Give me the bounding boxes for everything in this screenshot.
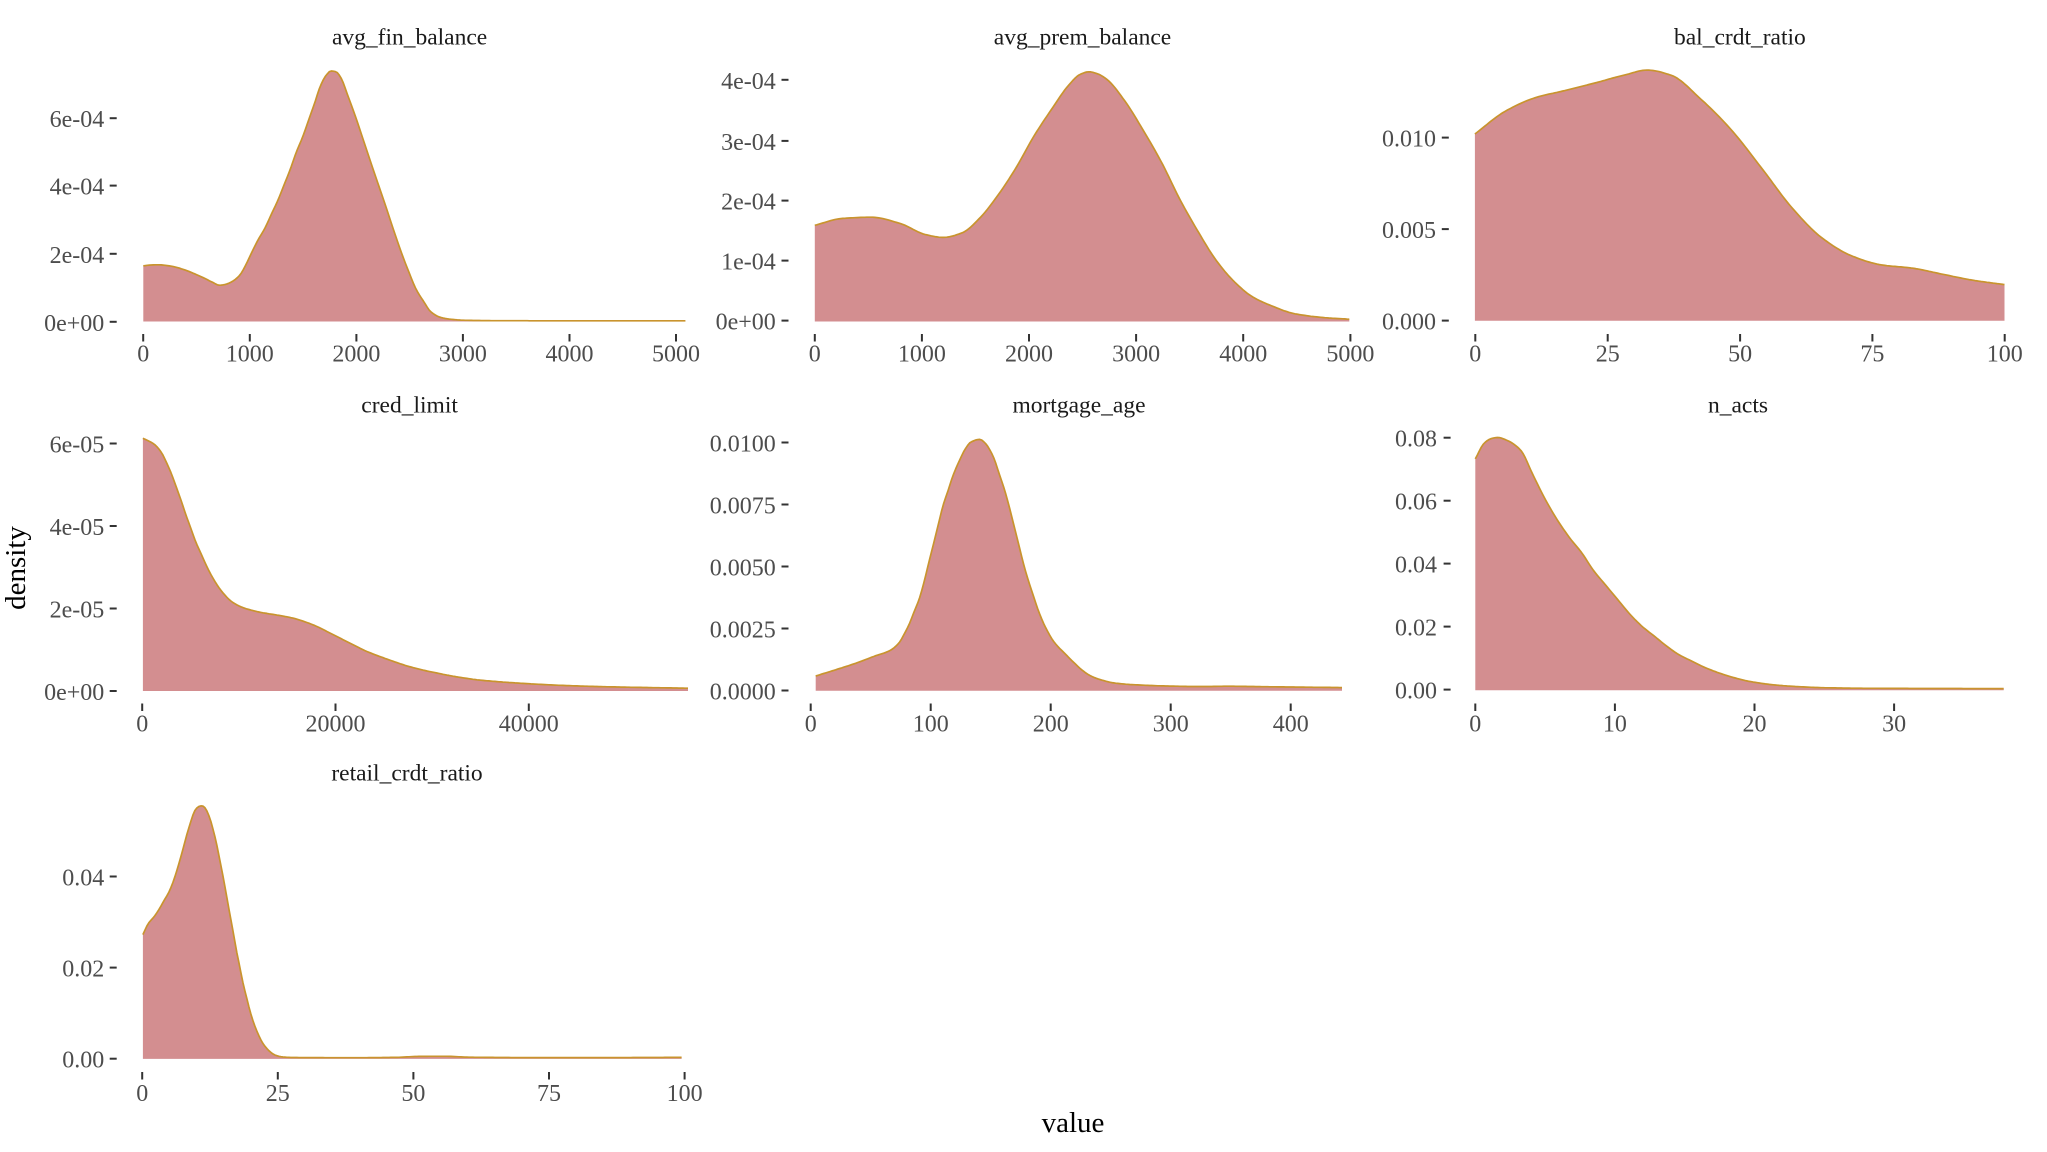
svg-text:2e-05: 2e-05 (50, 598, 105, 624)
svg-text:300: 300 (1153, 712, 1189, 738)
svg-text:0: 0 (136, 1081, 148, 1107)
svg-text:100: 100 (1987, 342, 2023, 368)
svg-text:6e-04: 6e-04 (50, 107, 105, 133)
svg-text:0.08: 0.08 (1395, 427, 1437, 453)
svg-text:4e-04: 4e-04 (721, 69, 776, 95)
svg-text:6e-05: 6e-05 (50, 433, 105, 459)
svg-text:400: 400 (1273, 712, 1309, 738)
svg-text:4000: 4000 (546, 342, 594, 368)
svg-text:0.00: 0.00 (62, 1048, 104, 1074)
svg-text:0.04: 0.04 (1395, 553, 1437, 579)
svg-text:0: 0 (1469, 712, 1481, 738)
svg-text:avg_fin_balance: avg_fin_balance (332, 25, 487, 51)
svg-text:2e-04: 2e-04 (721, 190, 776, 216)
svg-text:0: 0 (1469, 342, 1481, 368)
svg-text:0: 0 (809, 342, 821, 368)
svg-text:avg_prem_balance: avg_prem_balance (994, 25, 1171, 51)
svg-text:20000: 20000 (306, 712, 366, 738)
svg-text:100: 100 (913, 712, 949, 738)
svg-text:2e-04: 2e-04 (50, 243, 105, 269)
svg-text:cred_limit: cred_limit (361, 393, 458, 419)
svg-text:25: 25 (266, 1081, 290, 1107)
svg-text:value: value (1042, 1107, 1105, 1139)
svg-text:0: 0 (805, 712, 817, 738)
svg-text:0.005: 0.005 (1382, 218, 1436, 244)
svg-text:75: 75 (537, 1081, 561, 1107)
svg-text:0.0075: 0.0075 (710, 494, 776, 520)
svg-text:0.000: 0.000 (1382, 310, 1436, 336)
svg-text:1000: 1000 (898, 342, 946, 368)
svg-text:0.04: 0.04 (62, 866, 104, 892)
svg-text:40000: 40000 (499, 712, 559, 738)
svg-text:0.0100: 0.0100 (710, 432, 776, 458)
svg-text:0e+00: 0e+00 (44, 311, 104, 337)
svg-text:density: density (0, 526, 32, 610)
svg-text:1000: 1000 (226, 342, 274, 368)
svg-text:0.010: 0.010 (1382, 127, 1436, 153)
svg-text:3000: 3000 (439, 342, 487, 368)
svg-text:0.0000: 0.0000 (710, 680, 776, 706)
svg-text:5000: 5000 (652, 342, 700, 368)
svg-text:5000: 5000 (1326, 342, 1374, 368)
svg-text:30: 30 (1882, 712, 1906, 738)
svg-text:200: 200 (1033, 712, 1069, 738)
svg-text:0.02: 0.02 (1395, 616, 1437, 642)
svg-text:1e-04: 1e-04 (721, 250, 776, 276)
svg-text:retail_crdt_ratio: retail_crdt_ratio (331, 761, 482, 787)
svg-text:2000: 2000 (1005, 342, 1053, 368)
svg-text:3000: 3000 (1112, 342, 1160, 368)
svg-text:0.00: 0.00 (1395, 679, 1437, 705)
svg-text:50: 50 (401, 1081, 425, 1107)
svg-text:25: 25 (1596, 342, 1620, 368)
svg-text:mortgage_age: mortgage_age (1012, 393, 1145, 419)
svg-text:bal_crdt_ratio: bal_crdt_ratio (1674, 25, 1806, 51)
svg-text:4e-04: 4e-04 (50, 175, 105, 201)
svg-text:0.0025: 0.0025 (710, 618, 776, 644)
svg-text:0.02: 0.02 (62, 957, 104, 983)
svg-text:0.0050: 0.0050 (710, 556, 776, 582)
svg-text:100: 100 (667, 1081, 703, 1107)
svg-text:2000: 2000 (332, 342, 380, 368)
svg-text:0.06: 0.06 (1395, 490, 1437, 516)
svg-text:0e+00: 0e+00 (44, 680, 104, 706)
svg-text:n_acts: n_acts (1708, 393, 1768, 419)
svg-text:0e+00: 0e+00 (716, 310, 776, 336)
svg-text:50: 50 (1728, 342, 1752, 368)
svg-text:75: 75 (1860, 342, 1884, 368)
svg-text:0: 0 (136, 712, 148, 738)
svg-text:4e-05: 4e-05 (50, 515, 105, 541)
svg-text:0: 0 (137, 342, 149, 368)
svg-text:3e-04: 3e-04 (721, 130, 776, 156)
svg-text:4000: 4000 (1219, 342, 1267, 368)
svg-text:10: 10 (1603, 712, 1627, 738)
svg-text:20: 20 (1743, 712, 1767, 738)
